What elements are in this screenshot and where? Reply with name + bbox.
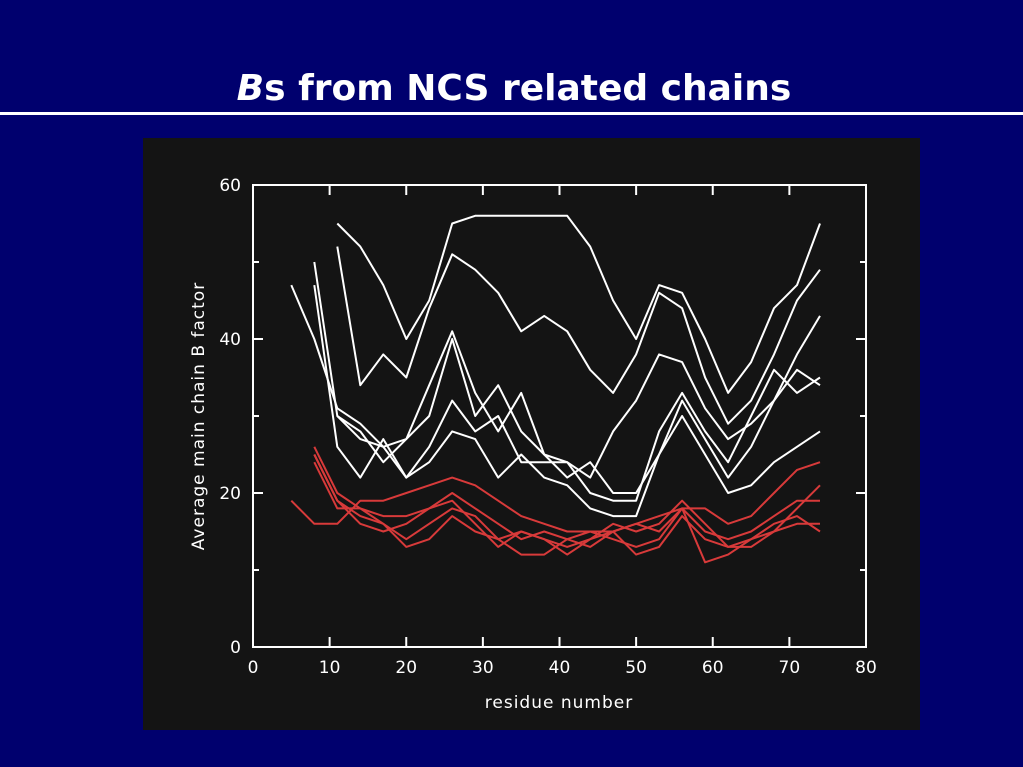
y-tick-label: 40	[219, 330, 241, 350]
data-line	[313, 284, 821, 518]
x-tick-label: 70	[779, 658, 801, 678]
y-tick-label: 0	[230, 638, 241, 658]
x-axis-label: residue number	[485, 693, 633, 713]
x-tick-label: 40	[549, 658, 571, 678]
x-tick-label: 30	[472, 658, 494, 678]
data-line	[313, 454, 820, 556]
data-line	[313, 261, 821, 494]
chart-panel	[143, 138, 920, 730]
x-tick-label: 60	[702, 658, 724, 678]
slide-title: Bs from NCS related chains	[237, 68, 792, 109]
data-line	[313, 454, 821, 548]
y-tick-label: 20	[219, 484, 241, 504]
title-rest: s from NCS related chains	[264, 68, 791, 109]
x-tick-label: 80	[855, 658, 877, 678]
title-italic: B	[237, 68, 264, 109]
x-tick-label: 10	[319, 658, 341, 678]
data-line	[290, 461, 821, 533]
data-line	[313, 461, 820, 548]
title-rule	[0, 112, 1023, 115]
x-tick-label: 50	[625, 658, 647, 678]
data-line	[336, 214, 821, 394]
y-tick-label: 60	[219, 176, 241, 196]
data-line	[336, 246, 821, 425]
data-line	[290, 284, 821, 502]
x-tick-label: 20	[395, 658, 417, 678]
x-tick-label: 0	[248, 658, 259, 678]
data-line	[336, 353, 821, 479]
y-axis-label: Average main chain B factor	[189, 282, 209, 550]
